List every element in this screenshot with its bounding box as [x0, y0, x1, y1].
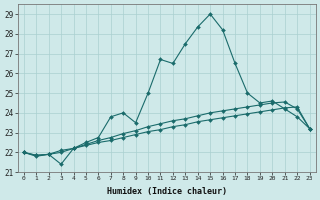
X-axis label: Humidex (Indice chaleur): Humidex (Indice chaleur) — [107, 187, 227, 196]
